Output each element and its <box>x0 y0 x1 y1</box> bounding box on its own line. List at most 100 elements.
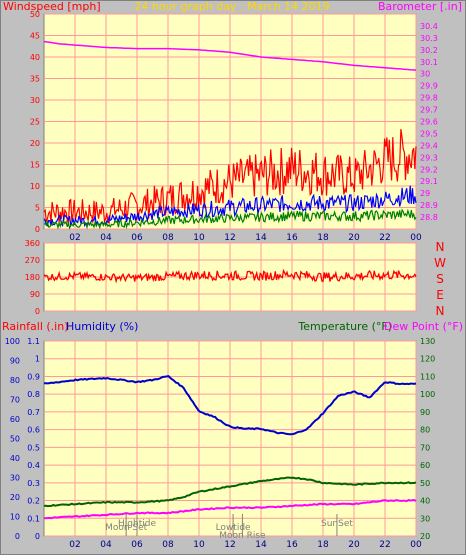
temperature-line <box>43 476 417 508</box>
y-tick-label: 180 <box>25 273 40 282</box>
barometer-tick-label: 29.1 <box>420 177 438 186</box>
y-tick-label: 110 <box>420 372 435 381</box>
time-tick-label: 04 <box>100 233 112 243</box>
y-tick-label: 0.8 <box>27 390 40 399</box>
y-tick-label: 45 <box>30 32 40 41</box>
time-tick-label: 00 <box>410 233 422 243</box>
barometer-tick-label: 28.9 <box>420 201 438 210</box>
y-tick-label: 270 <box>25 256 40 265</box>
temperature-axis-ticks: 20 30 40 50 60 70 80 90 100 110 120 130 <box>420 337 435 541</box>
y-tick-label: 70 <box>420 443 430 452</box>
barometer-tick-label: 30.3 <box>420 34 438 43</box>
humidity-axis-ticks: 0 10 20 30 40 50 60 70 80 90 100 <box>5 337 20 541</box>
y-tick-label: 5 <box>35 204 40 213</box>
y-tick-label: 50 <box>30 10 40 19</box>
y-tick-label: 80 <box>420 426 430 435</box>
barometer-tick-label: 29.2 <box>420 165 438 174</box>
barometer-tick-label: 29.5 <box>420 129 438 138</box>
humidity-temp-grid <box>44 340 417 537</box>
time-tick-label: 06 <box>131 540 143 550</box>
barometer-tick-label: 29.3 <box>420 153 438 162</box>
y-tick-label: 0.6 <box>27 426 40 435</box>
annotation-label: Hightide <box>118 519 156 529</box>
y-tick-label: 0 <box>35 532 40 541</box>
y-tick-label: 15 <box>30 161 40 170</box>
y-tick-label: 50 <box>10 435 20 444</box>
wind-barometer-series <box>43 40 417 230</box>
humidity-axis-label: Humidity (%) <box>66 320 138 333</box>
wind-direction-axis-ticks: 0 90 180 270 360 <box>25 239 40 316</box>
annotation-label: Moon Set <box>105 523 148 533</box>
y-tick-label: 130 <box>420 337 435 346</box>
time-tick-label: 18 <box>317 233 329 243</box>
temperature-axis-label: Temperature (°F) <box>297 320 392 333</box>
y-tick-label: 60 <box>420 461 430 470</box>
y-tick-label: 20 <box>10 493 20 502</box>
wind-low-line <box>43 208 417 230</box>
rainfall-axis-label: Rainfall (.in) <box>2 320 69 333</box>
time-tick-label: 14 <box>255 540 267 550</box>
time-tick-label: 10 <box>193 540 205 550</box>
time-tick-label: 02 <box>69 233 80 243</box>
y-tick-label: 0.9 <box>27 372 40 381</box>
y-tick-label: 90 <box>30 290 40 299</box>
y-tick-label: 20 <box>30 139 40 148</box>
barometer-tick-label: 29.6 <box>420 118 438 127</box>
compass-letter: E <box>436 288 444 302</box>
barometer-line <box>43 40 417 71</box>
time-tick-label: 12 <box>224 540 235 550</box>
y-tick-label: 90 <box>10 357 20 366</box>
wind-direction-grid <box>44 242 417 312</box>
time-tick-label: 02 <box>69 540 80 550</box>
time-tick-label: 10 <box>193 233 205 243</box>
y-tick-label: 1 <box>35 355 40 364</box>
barometer-tick-label: 30 <box>420 70 430 79</box>
wind-barometer-grid <box>44 13 417 230</box>
rainfall-axis-ticks: 0 0.1 0.2 0.3 0.4 0.5 0.6 0.7 0.8 0.9 1 1.1 <box>27 337 40 541</box>
wind-average-line <box>43 185 417 228</box>
barometer-tick-label: 30.2 <box>420 46 438 55</box>
graph-title: 24 hour graph day : March 14 2019 <box>134 0 329 13</box>
barometer-tick-label: 29 <box>420 189 430 198</box>
climate-time-axis-ticks: 02 04 06 08 10 12 14 16 18 20 22 00 <box>69 540 422 550</box>
y-tick-label: 0.4 <box>27 461 40 470</box>
time-tick-label: 12 <box>224 233 235 243</box>
compass-letter: S <box>436 272 444 286</box>
compass-letter: N <box>436 304 445 318</box>
y-tick-label: 90 <box>420 408 430 417</box>
time-tick-label: 18 <box>317 540 329 550</box>
y-tick-label: 360 <box>25 239 40 248</box>
y-tick-label: 40 <box>420 497 430 506</box>
y-tick-label: 0.2 <box>27 497 40 506</box>
y-tick-label: 0 <box>15 532 20 541</box>
y-tick-label: 30 <box>420 514 430 523</box>
time-tick-label: 08 <box>162 233 174 243</box>
time-tick-label: 16 <box>286 233 298 243</box>
y-tick-label: 30 <box>10 474 20 483</box>
wind-direction-series <box>43 268 417 284</box>
compass-letter: N <box>436 240 445 254</box>
y-tick-label: 70 <box>10 396 20 405</box>
y-tick-label: 25 <box>30 118 40 127</box>
annotation-label: Lowtide <box>216 523 251 533</box>
annotation-label: Moon Rise <box>219 531 266 541</box>
wind-direction-line <box>43 268 417 284</box>
y-tick-label: 40 <box>10 454 20 463</box>
time-tick-label: 16 <box>286 540 298 550</box>
y-tick-label: 0.1 <box>27 514 40 523</box>
time-tick-label: 04 <box>100 540 112 550</box>
time-tick-label: 20 <box>348 540 360 550</box>
barometer-tick-label: 30.4 <box>420 22 438 31</box>
barometer-tick-label: 30.1 <box>420 58 438 67</box>
barometer-tick-label: 29.4 <box>420 141 438 150</box>
wind-time-axis-ticks: 02 04 06 08 10 12 14 16 18 20 22 00 <box>69 233 422 243</box>
annotation-label: SunSet <box>321 519 353 529</box>
y-tick-label: 30 <box>30 96 40 105</box>
y-tick-label: 0.7 <box>27 408 40 417</box>
barometer-axis-ticks: 28.8 28.9 29 29.1 29.2 29.3 29.4 29.5 29.6 29.7 29… <box>420 22 438 222</box>
dew-point-axis-label: Dew Point (°F) <box>384 320 463 333</box>
barometer-axis-label: Barometer [.in] <box>378 0 462 13</box>
y-tick-label: 50 <box>420 479 430 488</box>
